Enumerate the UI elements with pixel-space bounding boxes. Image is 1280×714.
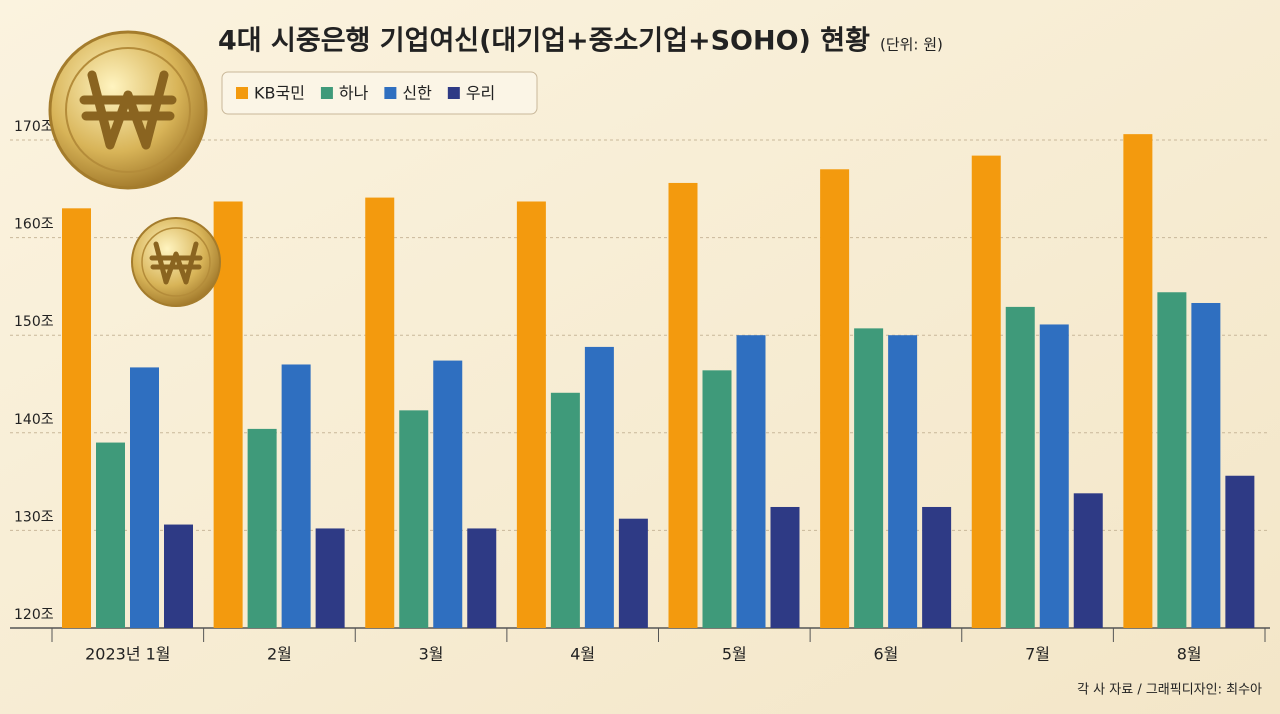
bar [365,197,395,629]
bar [1039,324,1069,628]
bar [130,367,159,628]
bar [820,169,850,628]
bar [736,335,766,628]
x-tick-label: 5월 [722,645,747,664]
x-tick-label: 3월 [419,645,444,664]
legend-label: 하나 [339,84,369,103]
bar [770,506,800,628]
legend-label: 우리 [466,84,495,103]
bar [516,201,546,628]
legend-swatch [447,87,460,99]
bar [1225,475,1255,628]
bar [1191,302,1221,628]
bar [702,370,732,628]
bar [854,328,884,628]
legend-swatch [320,87,333,99]
legend-label: 신한 [402,84,432,103]
legend-label: KB국민 [254,84,305,103]
legend-box [221,71,538,115]
bar [668,182,698,628]
bar [971,155,1001,628]
bar [62,208,91,628]
bar [164,524,193,628]
x-tick-label: 6월 [873,645,898,664]
bar [315,528,345,628]
bar [247,428,277,628]
bar [550,392,580,628]
y-tick-label: 120조 [14,607,54,623]
y-tick-label: 160조 [14,217,54,233]
bar [281,364,311,628]
bar [584,346,614,628]
source-note: 각 사 자료 / 그래픽디자인: 최수아 [1077,683,1262,698]
y-tick-label: 130조 [14,509,54,525]
bar [467,528,497,628]
coin-large [48,30,208,190]
unit-note: (단위: 원) [880,36,943,54]
bar [433,360,463,628]
x-tick-label: 4월 [570,645,595,664]
legend-swatch [384,87,397,99]
x-tick-label: 8월 [1177,645,1202,664]
bar [888,335,918,628]
bar [922,506,952,628]
y-tick-label: 150조 [14,314,54,330]
y-tick-label: 170조 [14,119,54,135]
bar [1073,493,1103,628]
legend-swatch [236,87,248,99]
bar [399,410,429,628]
chart-title: 4대 시중은행 기업여신(대기업+중소기업+SOHO) 현황 [218,26,870,57]
x-tick-label: 7월 [1025,645,1050,664]
bar [1005,306,1035,628]
coin-small [131,217,221,307]
x-tick-label: 2월 [267,645,292,664]
bar [96,442,125,628]
bar [1157,292,1187,628]
x-tick-label: 2023년 1월 [85,645,170,664]
bar [618,518,648,628]
bar [1123,134,1153,629]
y-tick-label: 140조 [14,412,54,428]
